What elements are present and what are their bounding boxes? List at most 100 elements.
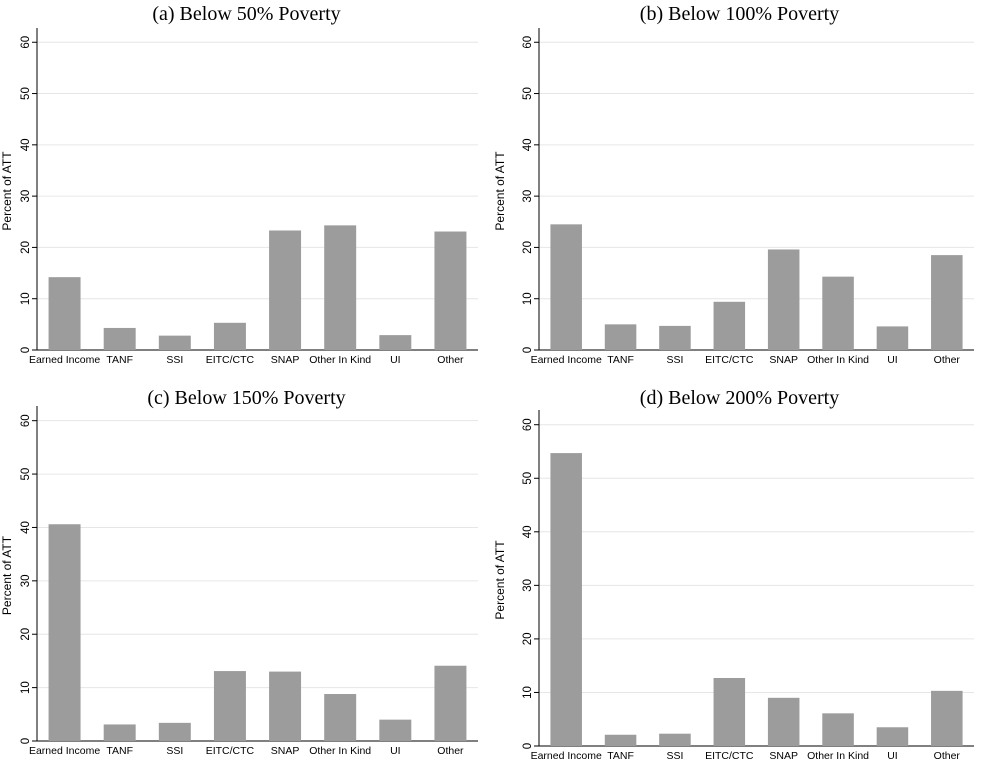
y-tick-label: 10	[522, 686, 534, 699]
x-tick-label: SNAP	[271, 745, 300, 757]
bar-other-in-kind	[822, 713, 854, 746]
y-tick-label: 40	[522, 138, 534, 151]
y-tick-label: 0	[20, 347, 32, 353]
y-tick-label: 60	[522, 36, 534, 49]
bar-ui	[379, 719, 412, 741]
x-tick-label: EITC/CTC	[206, 745, 255, 757]
y-axis-label: Percent of ATT	[493, 151, 507, 231]
y-tick-label: 30	[20, 190, 32, 203]
bar-ui	[876, 727, 909, 746]
bar-ssi	[659, 325, 691, 350]
x-tick-label: SSI	[666, 750, 683, 761]
x-tick-label: UI	[390, 745, 401, 757]
bar-ui	[379, 335, 412, 350]
y-tick-label: 20	[20, 241, 32, 254]
x-tick-label: Earned Income	[531, 750, 602, 761]
x-tick-label: Other	[437, 354, 464, 366]
y-tick-label: 30	[522, 579, 534, 592]
panel-b: (b) Below 100% Poverty 0 10 20 30 40 50 60 Perce…	[493, 3, 974, 366]
x-tick-label: Other In Kind	[309, 745, 371, 757]
bar-eitc-ctc	[713, 301, 746, 350]
y-tick-label: 50	[522, 87, 534, 100]
panel-d: (d) Below 200% Poverty 0 10 20 30 40 50 60 Perce…	[493, 387, 974, 761]
x-tick-label: SSI	[166, 354, 183, 366]
bar-snap	[767, 697, 800, 746]
x-tick-label: Other	[437, 745, 464, 757]
bar-snap	[269, 671, 302, 741]
x-tick-label: SNAP	[769, 354, 798, 366]
chart-title: (b) Below 100% Poverty	[640, 3, 839, 25]
bar-tanf	[103, 724, 136, 741]
bar-other-in-kind	[324, 694, 357, 741]
x-tick-label: Other In Kind	[309, 354, 371, 366]
y-tick-label: 50	[522, 472, 534, 485]
y-tick-label: 0	[522, 743, 534, 749]
x-tick-label: TANF	[607, 750, 634, 761]
bar-other	[931, 690, 963, 746]
bar-ui	[876, 326, 909, 350]
x-tick-label: Earned Income	[531, 354, 602, 366]
x-tick-label: SSI	[666, 354, 683, 366]
x-tick-label: Earned Income	[29, 354, 100, 366]
x-tick-label: EITC/CTC	[206, 354, 255, 366]
bar-earned-income	[48, 277, 81, 350]
x-tick-label: TANF	[106, 745, 133, 757]
x-tick-label: Other	[934, 354, 961, 366]
y-tick-label: 20	[522, 241, 534, 254]
x-tick-label: TANF	[607, 354, 634, 366]
panel-a: (a) Below 50% Poverty 0 10 20 30 40 50 60 Percen…	[0, 3, 478, 366]
bar-other	[931, 255, 963, 350]
bar-eitc-ctc	[213, 322, 246, 350]
x-tick-label: Earned Income	[29, 745, 100, 757]
bar-earned-income	[550, 453, 582, 746]
y-tick-label: 20	[20, 628, 32, 641]
bar-ssi	[158, 722, 191, 741]
y-tick-label: 60	[522, 418, 534, 431]
bar-snap	[767, 249, 800, 350]
bar-earned-income	[550, 224, 582, 350]
y-tick-label: 40	[522, 525, 534, 538]
x-tick-label: SNAP	[769, 750, 798, 761]
x-tick-label: EITC/CTC	[705, 354, 754, 366]
bar-ssi	[659, 733, 691, 746]
bar-earned-income	[48, 524, 81, 741]
y-tick-label: 30	[522, 190, 534, 203]
y-axis-label: Percent of ATT	[0, 151, 14, 231]
bar-other	[434, 665, 467, 741]
y-tick-label: 50	[20, 87, 32, 100]
y-tick-label: 60	[20, 414, 32, 427]
x-tick-label: EITC/CTC	[705, 750, 754, 761]
x-tick-label: Other	[934, 750, 961, 761]
chart-title: (c) Below 150% Poverty	[147, 387, 345, 409]
x-tick-label: TANF	[106, 354, 133, 366]
y-tick-label: 40	[20, 138, 32, 151]
y-tick-label: 0	[20, 738, 32, 744]
y-tick-label: 10	[522, 292, 534, 305]
y-tick-label: 60	[20, 36, 32, 49]
y-tick-label: 10	[20, 681, 32, 694]
x-tick-label: SSI	[166, 745, 183, 757]
bar-ssi	[158, 335, 191, 350]
x-tick-label: UI	[887, 354, 898, 366]
bar-other-in-kind	[822, 276, 854, 350]
y-axis-label: Percent of ATT	[493, 540, 507, 620]
y-tick-label: 30	[20, 574, 32, 587]
bar-other	[434, 231, 467, 350]
chart-title: (a) Below 50% Poverty	[152, 3, 340, 25]
bar-tanf	[103, 327, 136, 350]
y-tick-label: 20	[522, 633, 534, 646]
bar-other-in-kind	[324, 225, 357, 350]
y-tick-label: 10	[20, 292, 32, 305]
bar-snap	[269, 230, 302, 350]
x-tick-label: UI	[887, 750, 898, 761]
chart-title: (d) Below 200% Poverty	[640, 387, 839, 409]
y-tick-label: 50	[20, 468, 32, 481]
x-tick-label: SNAP	[271, 354, 300, 366]
y-tick-label: 0	[522, 347, 534, 353]
bar-eitc-ctc	[713, 677, 746, 746]
bar-eitc-ctc	[213, 671, 246, 741]
x-tick-label: Other In Kind	[807, 354, 869, 366]
x-tick-label: UI	[390, 354, 401, 366]
panel-c: (c) Below 150% Poverty 0 10 20 30 40 50 60 Perce…	[0, 387, 478, 757]
y-tick-label: 40	[20, 521, 32, 534]
